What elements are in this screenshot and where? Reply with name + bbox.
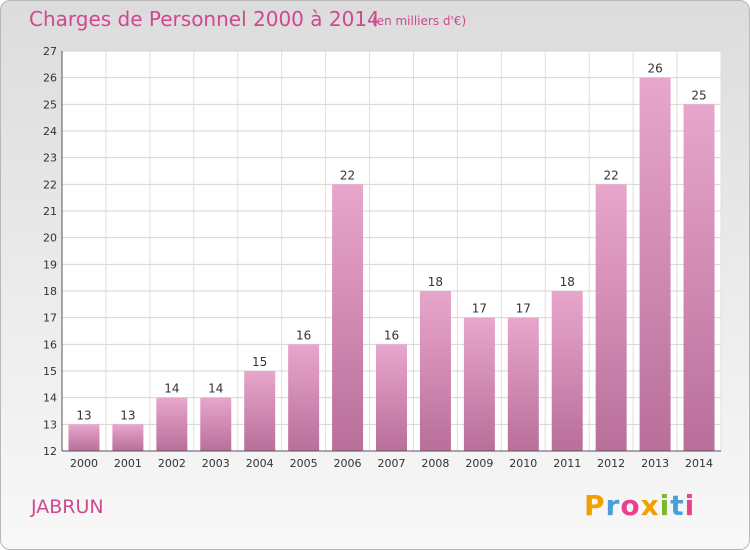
bar-2010	[507, 317, 539, 451]
value-label: 26	[647, 62, 662, 76]
x-tick-label: 2014	[685, 457, 713, 470]
x-tick-label: 2005	[290, 457, 318, 470]
y-tick-label: 23	[43, 152, 57, 165]
bar-2007	[376, 344, 407, 451]
y-tick-label: 16	[43, 338, 57, 351]
y-tick-label: 25	[43, 98, 57, 111]
bar-2012	[595, 184, 627, 452]
value-label: 22	[604, 168, 619, 182]
bar-2014	[683, 104, 715, 451]
bar-2006	[332, 184, 364, 452]
value-label: 14	[164, 382, 179, 396]
y-tick-label: 14	[43, 392, 57, 405]
bar-2013	[639, 77, 671, 452]
value-label: 25	[691, 88, 706, 102]
value-label: 16	[296, 328, 311, 342]
value-label: 16	[384, 328, 399, 342]
logo-letter: P	[584, 489, 606, 522]
y-tick-label: 15	[43, 365, 57, 378]
y-tick-label: 17	[43, 312, 57, 325]
logo-letter: r	[605, 489, 621, 522]
x-tick-label: 2012	[597, 457, 625, 470]
x-tick-label: 2001	[114, 457, 142, 470]
y-tick-label: 13	[43, 418, 57, 431]
x-tick-label: 2010	[509, 457, 537, 470]
bar-2011	[551, 291, 583, 451]
x-tick-label: 2004	[246, 457, 274, 470]
y-tick-label: 19	[43, 258, 57, 271]
x-tick-label: 2003	[202, 457, 230, 470]
y-tick-label: 26	[43, 72, 57, 85]
chart-title: Charges de Personnel 2000 à 2014	[29, 7, 380, 31]
x-tick-label: 2007	[378, 457, 406, 470]
value-label: 18	[428, 275, 443, 289]
bar-2005	[288, 344, 320, 451]
logo-letter: t	[670, 489, 685, 522]
value-label: 13	[120, 408, 135, 422]
x-tick-label: 2013	[641, 457, 669, 470]
commune-name: JABRUN	[31, 496, 104, 518]
x-tick-label: 2009	[465, 457, 493, 470]
x-tick-label: 2011	[553, 457, 581, 470]
proxiti-logo: Proxiti	[584, 489, 695, 522]
x-tick-label: 2008	[421, 457, 449, 470]
x-tick-label: 2002	[158, 457, 186, 470]
chart-subtitle: (en milliers d'€)	[372, 14, 467, 28]
value-label: 13	[76, 408, 91, 422]
logo-letter: i	[684, 489, 696, 522]
logo-letter: i	[659, 489, 671, 522]
y-tick-label: 18	[43, 285, 57, 298]
value-label: 17	[472, 302, 487, 316]
y-tick-label: 24	[43, 125, 57, 138]
bar-2001	[112, 424, 144, 451]
logo-letter: x	[640, 489, 660, 522]
value-label: 22	[340, 168, 355, 182]
value-label: 15	[252, 355, 267, 369]
y-tick-label: 12	[43, 445, 57, 458]
y-tick-label: 22	[43, 178, 57, 191]
bar-2002	[156, 397, 188, 451]
bar-2004	[244, 371, 276, 451]
value-label: 18	[560, 275, 575, 289]
bar-2008	[419, 291, 451, 451]
y-tick-label: 20	[43, 232, 57, 245]
y-tick-label: 21	[43, 205, 57, 218]
x-tick-label: 2006	[334, 457, 362, 470]
y-tick-label: 27	[43, 45, 57, 58]
axes: 12 13 14 15 16 17 18 19 20 21 22 23 24 25 26 27 2000 2001…	[43, 45, 721, 470]
value-label: 14	[208, 382, 223, 396]
bars: 13 13 14 14 15 16 22 16 18 17 17 18 22 26 25	[68, 62, 715, 452]
value-label: 17	[516, 302, 531, 316]
bar-2009	[463, 317, 495, 451]
x-tick-label: 2000	[70, 457, 98, 470]
bar-2000	[68, 424, 100, 451]
logo-letter: o	[620, 489, 641, 522]
bar-2003	[200, 397, 232, 451]
